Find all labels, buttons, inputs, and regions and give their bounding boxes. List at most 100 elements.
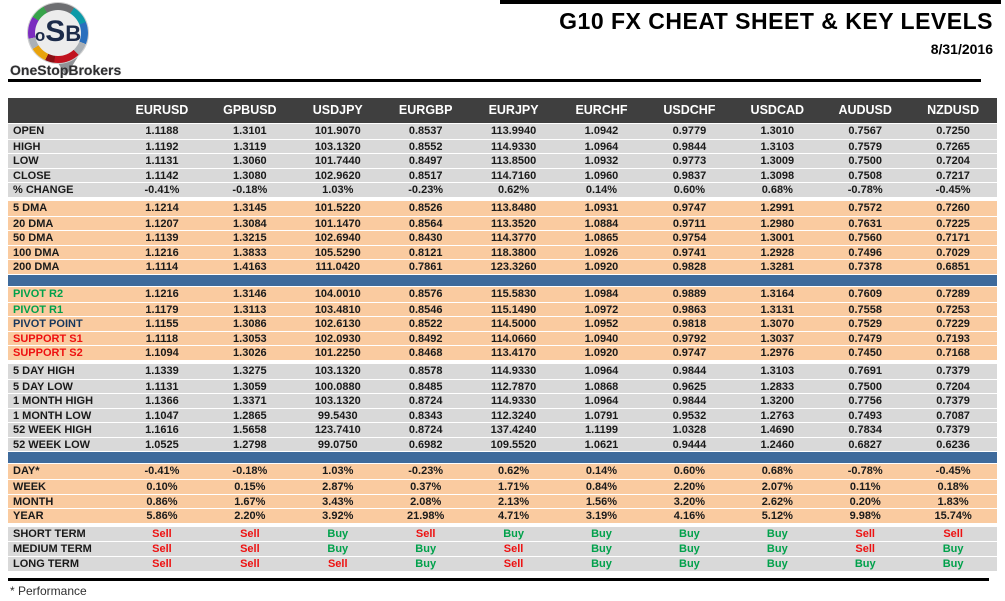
- section-gap: [8, 196, 997, 201]
- blue-divider-bar: [8, 451, 997, 465]
- value-cell: 1.2980: [760, 217, 795, 230]
- value-cell: 0.9889: [672, 287, 707, 300]
- value-cell: 103.1320: [314, 140, 361, 153]
- value-cell: 1.3119: [233, 140, 267, 153]
- row-label: 5 DMA: [13, 201, 48, 214]
- value-cell: 2.62%: [761, 495, 793, 508]
- blue-divider-bar: [8, 273, 997, 287]
- value-cell: 0.7229: [936, 318, 970, 331]
- value-cell: 0.8497: [408, 155, 443, 168]
- footnote: * Performance: [10, 584, 87, 598]
- table-row: 100 DMA 1.1216 1.3833 105.5290 0.8121 118.380…: [8, 244, 997, 260]
- value-cell: 0.7579: [848, 140, 883, 153]
- section-dma: 5 DMA 1.1214 1.3145 101.5220 0.8526 113.8480 1…: [8, 200, 997, 274]
- value-cell: 0.8522: [408, 318, 443, 331]
- value-cell: 0.9741: [672, 246, 707, 259]
- column-header: EURCHF: [575, 103, 628, 117]
- row-label: % CHANGE: [13, 184, 74, 197]
- row-label: YEAR: [13, 510, 44, 523]
- value-cell: 1.2865: [233, 409, 267, 422]
- section-ohlc: OPEN 1.1188 1.3101 101.9070 0.8537 113.9940 1.…: [8, 124, 997, 197]
- row-label: MEDIUM TERM: [13, 543, 92, 556]
- table-row: HIGH 1.1192 1.3119 103.1320 0.8552 114.9330 1.…: [8, 138, 997, 154]
- value-cell: 114.5000: [490, 318, 537, 331]
- row-label: WEEK: [13, 481, 46, 494]
- value-cell: 1.03%: [322, 465, 354, 478]
- value-cell: 3.43%: [322, 495, 354, 508]
- column-header: EURUSD: [135, 103, 189, 117]
- value-cell: 1.4163: [233, 261, 267, 274]
- value-cell: 103.1320: [314, 364, 361, 377]
- value-cell: 114.9330: [490, 140, 537, 153]
- section-ranges: 5 DAY HIGH 1.1339 1.3275 103.1320 0.8578 114.…: [8, 363, 997, 452]
- value-cell: -0.41%: [144, 465, 180, 478]
- value-cell: 0.8537: [408, 125, 443, 137]
- value-cell: Sell: [152, 558, 172, 571]
- value-cell: 0.7204: [936, 380, 970, 393]
- value-cell: 104.0010: [314, 287, 361, 300]
- value-cell: 3.20%: [673, 495, 705, 508]
- value-cell: 0.7500: [848, 155, 883, 168]
- value-cell: Buy: [766, 527, 788, 540]
- column-header: USDJPY: [312, 103, 363, 117]
- value-cell: 0.6982: [408, 438, 443, 451]
- table-row: WEEK 0.10% 0.15% 2.87% 0.37% 1.71% 0.84% 2.20% 2…: [8, 479, 997, 494]
- value-cell: 0.9792: [672, 332, 707, 345]
- row-label: LONG TERM: [13, 558, 79, 571]
- row-label: 5 DAY HIGH: [13, 364, 75, 377]
- value-cell: -0.78%: [847, 465, 883, 478]
- value-cell: 1.83%: [937, 495, 969, 508]
- value-cell: 1.3009: [760, 155, 795, 168]
- value-cell: 1.1142: [145, 169, 179, 182]
- value-cell: 1.0932: [584, 155, 619, 168]
- value-cell: 114.7160: [490, 169, 537, 182]
- table-row: 52 WEEK HIGH 1.1616 1.5658 123.7410 0.8724 13…: [8, 422, 997, 437]
- value-cell: 1.2928: [760, 246, 795, 259]
- value-cell: 1.0621: [584, 438, 619, 451]
- row-label: 100 DMA: [13, 246, 60, 259]
- value-cell: Sell: [503, 543, 524, 556]
- column-header: GPBUSD: [223, 103, 277, 117]
- value-cell: 99.0750: [317, 438, 358, 451]
- value-cell: 0.62%: [497, 184, 530, 197]
- row-label: 1 MONTH HIGH: [13, 395, 94, 408]
- value-cell: -0.45%: [935, 184, 971, 197]
- value-cell: 0.7250: [936, 125, 970, 137]
- value-cell: 0.9779: [672, 125, 707, 137]
- value-cell: 2.20%: [673, 481, 705, 494]
- value-cell: 1.0940: [584, 332, 619, 345]
- value-cell: 1.2833: [760, 380, 795, 393]
- value-cell: 0.7168: [936, 347, 970, 360]
- value-cell: 0.7631: [848, 217, 883, 230]
- value-cell: 0.8517: [408, 169, 443, 182]
- value-cell: 0.8576: [408, 287, 443, 300]
- value-cell: 0.20%: [849, 495, 881, 508]
- value-cell: 0.7265: [936, 140, 970, 153]
- value-cell: 0.7560: [848, 232, 883, 245]
- table-row: 52 WEEK LOW 1.0525 1.2798 99.0750 0.6982 109.…: [8, 436, 997, 452]
- logo-subtitle: OneStopBrokers: [10, 62, 122, 78]
- value-cell: 1.0926: [584, 246, 619, 259]
- value-cell: 2.13%: [497, 495, 530, 508]
- value-cell: 0.7253: [936, 303, 970, 316]
- value-cell: 1.67%: [234, 495, 266, 508]
- value-cell: 1.2976: [760, 347, 795, 360]
- value-cell: 1.0984: [584, 287, 619, 300]
- value-cell: 0.7450: [848, 347, 883, 360]
- row-label: OPEN: [13, 125, 45, 137]
- value-cell: 2.87%: [322, 481, 354, 494]
- fx-table: EURUSD GPBUSD USDJPY EURGBP EURJPY EURCHF USDC…: [8, 98, 997, 571]
- value-cell: 0.7378: [848, 261, 883, 274]
- row-label: 52 WEEK LOW: [13, 438, 91, 451]
- table-row: PIVOT R1 1.1179 1.3113 103.4810 0.8546 115.14…: [8, 301, 997, 317]
- value-cell: 0.8343: [408, 409, 443, 422]
- value-cell: 0.8552: [408, 140, 443, 153]
- value-cell: 1.1214: [145, 201, 179, 214]
- section-pivots: PIVOT R2 1.1216 1.3146 104.0010 0.8576 115.58…: [8, 286, 997, 360]
- table-row: SUPPORT S1 1.1118 1.3053 102.0930 0.8492 114.…: [8, 330, 997, 346]
- value-cell: 0.8578: [408, 364, 443, 377]
- value-cell: 1.3059: [233, 380, 267, 393]
- value-cell: 102.0930: [314, 332, 361, 345]
